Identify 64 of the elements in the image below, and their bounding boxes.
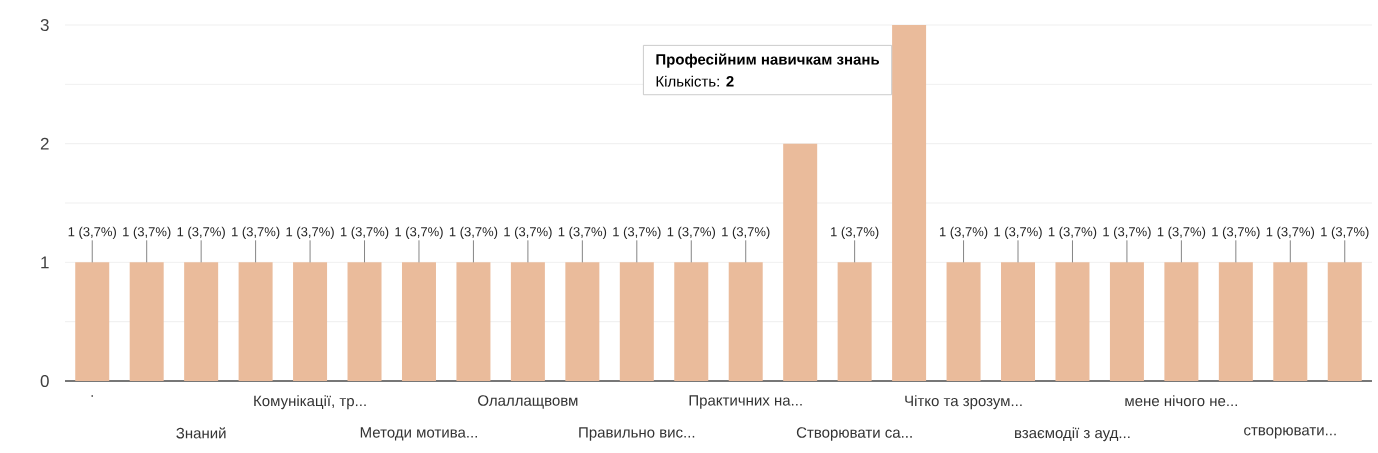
data-label: 1 (3,7%) <box>395 226 443 239</box>
bar <box>129 262 164 381</box>
data-label: 1 (3,7%) <box>1321 226 1369 239</box>
y-tick-label: 3 <box>40 18 49 32</box>
data-label: 1 (3,7%) <box>1266 226 1315 239</box>
x-tick-label: Створювати са... <box>796 427 912 441</box>
bar <box>510 262 545 381</box>
x-tick-label: Комунікації, тр... <box>254 395 366 410</box>
bar <box>293 262 328 381</box>
annotation: Професійним навичкам знань <box>656 53 880 68</box>
x-tick-label: Знаний <box>176 427 226 439</box>
data-label: 1 (3,7%) <box>286 226 334 239</box>
data-label: 1 (3,7%) <box>994 226 1042 239</box>
data-label: 1 (3,7%) <box>558 226 607 239</box>
bar <box>565 262 600 381</box>
bar <box>238 262 273 381</box>
data-label: 1 (3,7%) <box>504 226 552 239</box>
x-tick-label: створювати... <box>1244 427 1336 439</box>
bar <box>1109 262 1144 381</box>
data-label: 1 (3,7%) <box>1212 226 1260 239</box>
x-tick-label: Олаллащвовм <box>478 395 578 409</box>
bar <box>783 143 818 381</box>
y-tick-label: 2 <box>40 137 49 150</box>
bar <box>946 262 981 381</box>
bar <box>619 262 654 381</box>
data-label: 1 (3,7%) <box>68 226 116 239</box>
bar <box>1055 262 1090 381</box>
data-label: 1 (3,7%) <box>340 226 389 239</box>
data-label: 1 (3,7%) <box>1157 226 1206 239</box>
x-tick-label: Чітко та зрозум... <box>905 395 1022 410</box>
bar <box>456 262 491 381</box>
data-label: 1 (3,7%) <box>722 226 770 239</box>
data-label: 1 (3,7%) <box>1103 226 1151 239</box>
data-label: 1 (3,7%) <box>667 226 716 239</box>
data-label: 1 (3,7%) <box>232 226 280 239</box>
bar <box>674 262 709 381</box>
x-tick-label: . <box>91 395 93 397</box>
y-tick-label: 1 <box>41 256 49 269</box>
bar <box>837 262 872 381</box>
data-label: 1 (3,7%) <box>123 226 171 239</box>
data-label: 1 (3,7%) <box>449 226 498 239</box>
y-tick-label: 0 <box>40 374 49 388</box>
data-label: 1 (3,7%) <box>1048 226 1097 239</box>
bar <box>184 262 219 381</box>
x-tick-label: мене нічого не... <box>1125 395 1237 407</box>
bar <box>1218 262 1253 381</box>
bar <box>347 262 382 381</box>
data-label: 1 (3,7%) <box>613 226 661 239</box>
bar <box>75 262 110 381</box>
data-label: 1 (3,7%) <box>939 226 988 239</box>
annotation: Кількість: 2 <box>656 75 734 87</box>
bar <box>401 262 436 381</box>
x-tick-label: Практичних на... <box>689 395 802 409</box>
bar <box>1327 262 1362 381</box>
bar <box>1001 262 1036 381</box>
data-label: 1 (3,7%) <box>177 226 225 239</box>
data-label: 1 (3,7%) <box>831 226 879 239</box>
bar <box>892 25 927 381</box>
x-tick-label: Правильно вис... <box>579 427 695 441</box>
x-tick-label: Методи мотива... <box>360 427 477 441</box>
bar <box>1164 262 1199 381</box>
bar <box>728 262 763 381</box>
x-tick-label: взаємодії з ауд... <box>1015 427 1130 442</box>
bar <box>1273 262 1308 381</box>
